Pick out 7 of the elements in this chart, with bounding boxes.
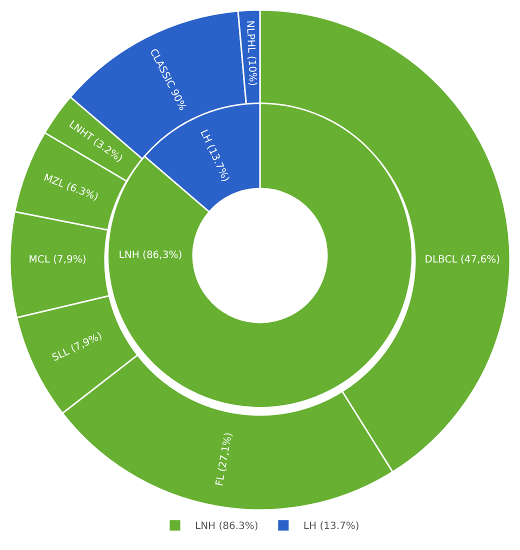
legend-label: LNH (86.3%) [195,521,258,532]
slice-label: DLBCL (47,6%) [424,254,500,266]
slice-label: FL (27,1%) [214,432,235,487]
legend-label: LH (13.7%) [303,521,360,532]
slice-label: MCL (7,9%) [28,254,86,266]
data-label: LNH (86,3%) [118,250,182,261]
slice-label: NLPHL (10%) [244,20,258,86]
